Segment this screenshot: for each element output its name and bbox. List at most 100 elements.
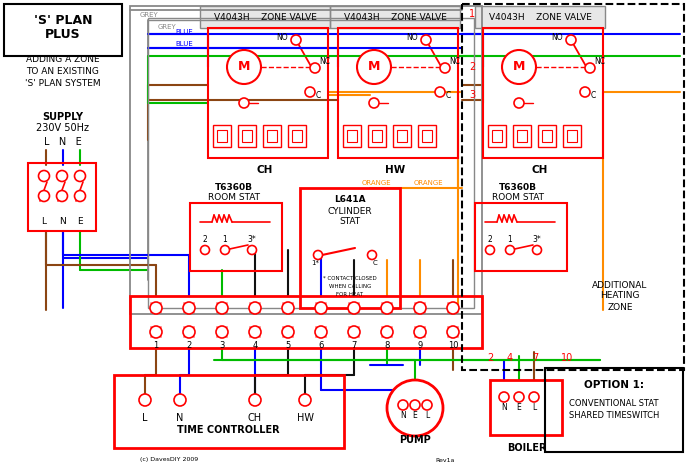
Bar (397, 130, 407, 142)
Text: 2: 2 (488, 235, 493, 244)
Text: 5: 5 (286, 341, 290, 350)
Text: HEATING: HEATING (600, 292, 640, 300)
Circle shape (39, 170, 50, 182)
Text: E: E (77, 217, 83, 226)
Text: L: L (41, 217, 46, 226)
Circle shape (381, 302, 393, 314)
Circle shape (315, 326, 327, 338)
Bar (393, 125, 411, 147)
Bar (217, 130, 227, 142)
Circle shape (57, 170, 68, 182)
Circle shape (183, 302, 195, 314)
Text: FOR HEAT: FOR HEAT (337, 292, 364, 297)
Circle shape (447, 302, 459, 314)
Bar (238, 125, 256, 147)
Text: 2: 2 (469, 62, 475, 72)
Text: 3: 3 (219, 341, 225, 350)
Text: N: N (177, 413, 184, 423)
Circle shape (357, 50, 391, 84)
Circle shape (249, 394, 261, 406)
Circle shape (313, 250, 322, 259)
Circle shape (282, 326, 294, 338)
Circle shape (248, 246, 257, 255)
Text: 2: 2 (203, 235, 208, 244)
Text: HW: HW (297, 413, 313, 423)
Text: N: N (400, 411, 406, 421)
Text: ROOM STAT: ROOM STAT (492, 193, 544, 203)
Circle shape (387, 380, 443, 436)
Text: BOILER: BOILER (507, 443, 546, 453)
Circle shape (414, 302, 426, 314)
Text: OPTION 1:: OPTION 1: (584, 380, 644, 390)
Text: 3: 3 (469, 90, 475, 100)
Circle shape (310, 63, 320, 73)
Circle shape (486, 246, 495, 255)
Text: Rev1a: Rev1a (435, 458, 455, 462)
Bar (208, 28, 328, 158)
Bar (462, 4, 684, 370)
Text: TO AN EXISTING: TO AN EXISTING (26, 67, 99, 76)
Text: 1: 1 (508, 235, 513, 244)
Bar (330, 6, 460, 28)
Text: 9: 9 (417, 341, 422, 350)
Text: 1: 1 (469, 9, 475, 19)
Circle shape (183, 326, 195, 338)
Circle shape (506, 246, 515, 255)
Bar (492, 130, 502, 142)
Bar (190, 203, 282, 271)
Circle shape (585, 63, 595, 73)
Text: 1: 1 (223, 235, 228, 244)
Text: HW: HW (385, 165, 405, 175)
Text: 6: 6 (318, 341, 324, 350)
Bar (213, 125, 231, 147)
Circle shape (440, 63, 450, 73)
Circle shape (533, 246, 542, 255)
Circle shape (221, 246, 230, 255)
Circle shape (239, 98, 249, 108)
Text: 'S' PLAN: 'S' PLAN (34, 14, 92, 27)
Bar (567, 130, 577, 142)
Text: NC: NC (319, 58, 330, 66)
Circle shape (150, 326, 162, 338)
Text: PUMP: PUMP (399, 435, 431, 445)
Bar (483, 28, 603, 158)
Bar (475, 6, 605, 28)
Bar (130, 296, 482, 348)
Bar (267, 130, 277, 142)
Text: L: L (425, 411, 429, 421)
Text: ADDING A ZONE: ADDING A ZONE (26, 56, 100, 65)
Text: 2: 2 (186, 341, 192, 350)
Text: C: C (591, 90, 596, 100)
Bar (288, 125, 306, 147)
Circle shape (75, 190, 86, 202)
Text: ZONE: ZONE (607, 302, 633, 312)
Bar (200, 6, 330, 28)
Bar (488, 125, 506, 147)
Text: 3*: 3* (248, 235, 257, 244)
Text: M: M (238, 60, 250, 73)
Text: V4043H    ZONE VALVE: V4043H ZONE VALVE (489, 13, 591, 22)
Bar (343, 125, 361, 147)
Bar (517, 130, 527, 142)
Text: L   N   E: L N E (44, 137, 82, 147)
Text: NC: NC (594, 58, 605, 66)
Text: ORANGE: ORANGE (414, 180, 444, 186)
Bar (300, 188, 400, 308)
Bar (28, 163, 96, 231)
Circle shape (150, 302, 162, 314)
Text: SHARED TIMESWITCH: SHARED TIMESWITCH (569, 411, 659, 421)
Text: 1*: 1* (311, 260, 319, 266)
Circle shape (291, 35, 301, 45)
Bar (545, 368, 683, 452)
Bar (242, 130, 252, 142)
Text: NO: NO (276, 34, 288, 43)
Text: ORANGE: ORANGE (362, 180, 392, 186)
Circle shape (249, 302, 261, 314)
Text: M: M (368, 60, 380, 73)
Circle shape (174, 394, 186, 406)
Bar (372, 130, 382, 142)
Text: 4: 4 (253, 341, 257, 350)
Bar (490, 380, 562, 435)
Text: 10: 10 (561, 353, 573, 363)
Bar (263, 125, 281, 147)
